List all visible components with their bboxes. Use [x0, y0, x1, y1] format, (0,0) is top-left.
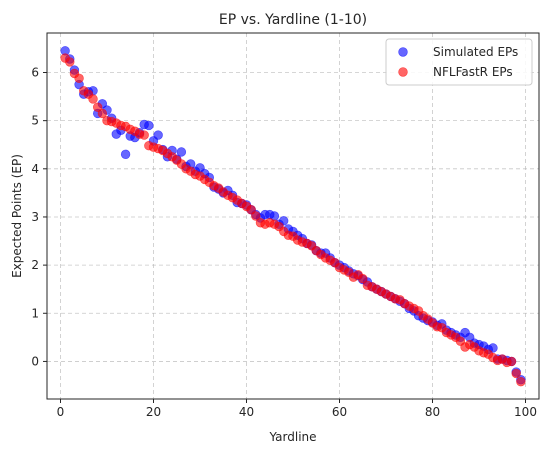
y-tick-label: 6 — [31, 65, 39, 79]
y-tick-label: 4 — [31, 162, 39, 176]
data-points — [60, 46, 526, 387]
x-tick-label: 60 — [332, 405, 347, 419]
data-point — [139, 130, 149, 140]
data-point — [246, 205, 256, 215]
data-point — [88, 94, 98, 104]
data-point — [153, 130, 163, 140]
data-point — [511, 368, 521, 379]
data-point — [516, 376, 526, 387]
chart-title: EP vs. Yardline (1-10) — [219, 12, 367, 28]
x-axis-label: Yardline — [268, 430, 316, 444]
y-tick-label: 2 — [31, 258, 39, 272]
y-axis-label: Expected Points (EP) — [10, 154, 24, 278]
data-point — [120, 149, 131, 160]
data-point — [92, 102, 103, 112]
legend-label: Simulated EPs — [433, 45, 518, 59]
grid — [47, 33, 539, 399]
data-point — [488, 343, 498, 353]
data-point — [506, 356, 517, 367]
y-tick-label: 3 — [31, 210, 39, 224]
axis-ticks: 0 20 40 60 80 100 0 1 2 3 4 5 6 — [31, 65, 537, 419]
data-point — [65, 57, 75, 67]
y-tick-label: 5 — [31, 114, 39, 128]
legend-marker — [398, 67, 408, 77]
legend-marker — [398, 47, 408, 57]
data-point — [358, 273, 368, 284]
x-tick-label: 80 — [425, 405, 440, 419]
y-tick-label: 0 — [31, 354, 39, 368]
y-tick-label: 1 — [31, 306, 39, 320]
x-tick-label: 100 — [514, 405, 537, 419]
data-point — [251, 211, 261, 221]
x-tick-label: 20 — [146, 405, 161, 419]
legend-label: NFLFastR EPs — [433, 65, 513, 79]
x-tick-label: 0 — [57, 405, 65, 419]
data-point — [144, 120, 154, 131]
data-point — [74, 73, 84, 83]
plot-frame — [46, 32, 540, 400]
legend-frame — [385, 38, 533, 86]
x-tick-label: 40 — [239, 405, 254, 419]
series-2 — [60, 53, 526, 387]
data-point — [97, 108, 108, 119]
data-point — [176, 147, 187, 157]
legend: Simulated EPs NFLFastR EPs — [385, 38, 533, 86]
